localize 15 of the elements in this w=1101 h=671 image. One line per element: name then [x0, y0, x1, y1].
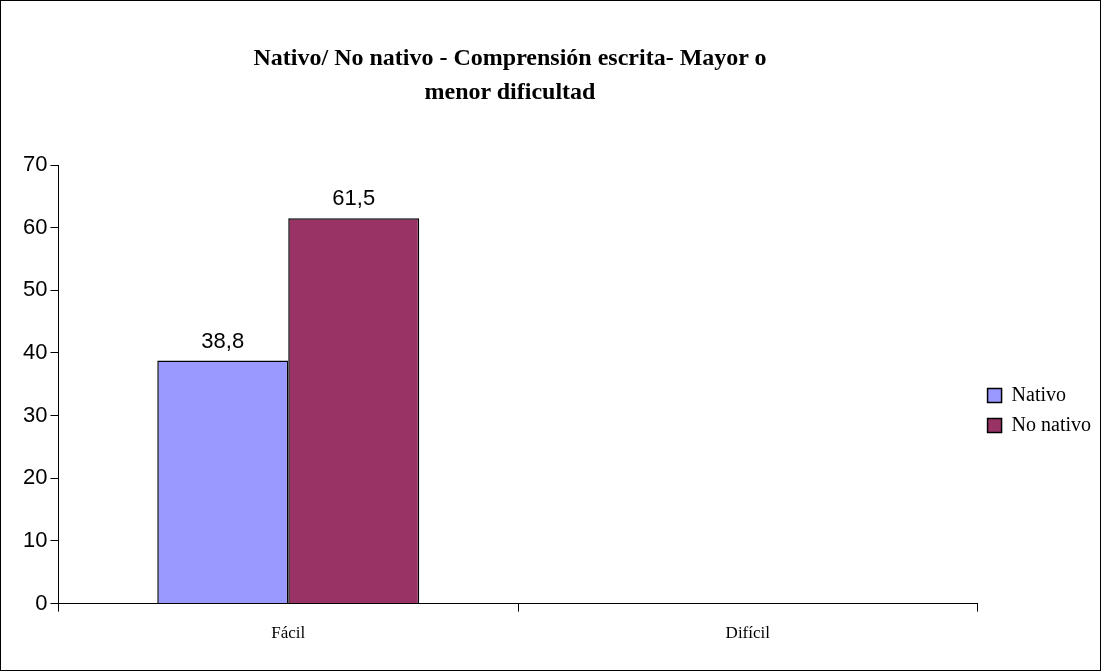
legend-label: Nativo	[1011, 382, 1066, 405]
y-tick-label: 70	[22, 151, 48, 177]
y-tick-label: 40	[22, 339, 48, 365]
y-tick-label: 20	[22, 464, 48, 490]
y-tick-label: 60	[22, 213, 48, 239]
chart-title: Nativo/ No nativo - Comprensión escrita- Mayor o menor dificultad	[252, 43, 768, 106]
text: 61,5	[332, 185, 376, 211]
y-tick-label: 50	[22, 276, 48, 302]
x-tick-label: Fácil	[271, 623, 306, 643]
y-tick-label: 10	[22, 527, 48, 553]
legend-label: No nativo	[1011, 412, 1091, 435]
x-tick-label: Difícil	[725, 623, 771, 643]
y-tick-label: 30	[22, 401, 48, 427]
text: 38,8	[201, 327, 245, 353]
y-tick-label: 0	[35, 589, 48, 615]
